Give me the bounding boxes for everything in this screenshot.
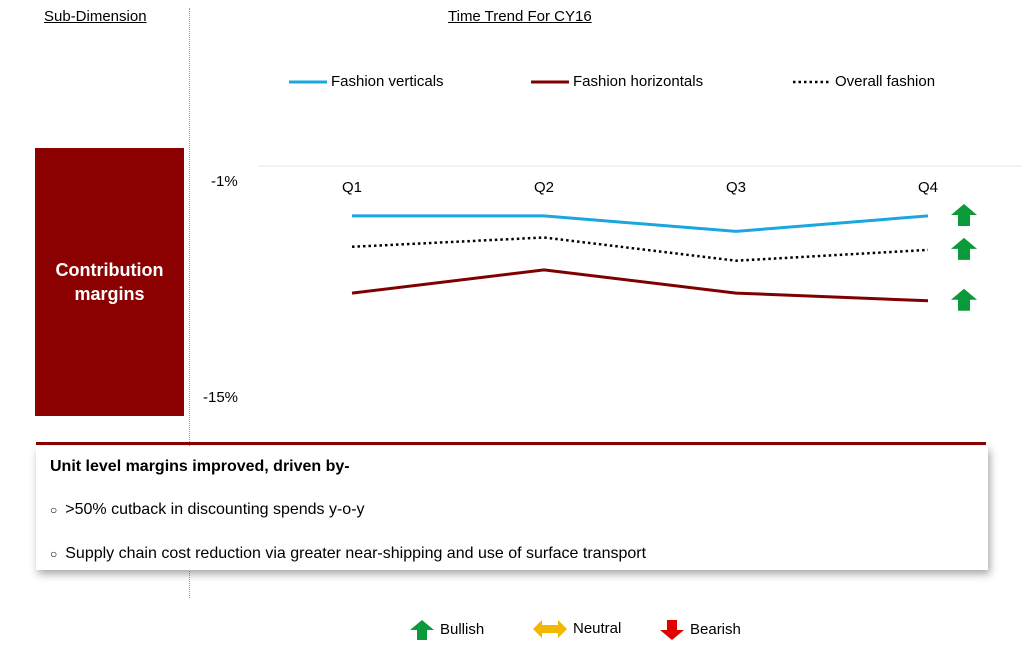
- time-trend-header: Time Trend For CY16: [448, 8, 592, 25]
- legend-fashion-horizontals: Fashion horizontals: [531, 73, 703, 91]
- left-right-arrow-icon: [533, 620, 567, 639]
- bullet-circle-icon: ○: [50, 503, 58, 517]
- legend-fashion-verticals: Fashion verticals: [289, 73, 444, 91]
- trend-up-arrow-icon: [951, 203, 977, 226]
- line-chart: Q1 Q2 Q3 Q4: [258, 165, 1022, 311]
- bullet-text: Supply chain cost reduction via greater …: [65, 545, 647, 562]
- legend-swatch-fashion-verticals: [289, 80, 327, 84]
- trend-up-arrow-icon: [951, 288, 977, 311]
- legend-swatch-overall-fashion: [793, 80, 831, 84]
- down-arrow-icon: [660, 620, 684, 640]
- x-tick-label: Q1: [342, 179, 362, 196]
- x-tick-label: Q4: [918, 179, 938, 196]
- legend-label: Fashion horizontals: [573, 73, 704, 90]
- legend-label: Overall fashion: [835, 73, 936, 90]
- dimension-label: Contribution margins: [55, 258, 165, 306]
- series-line-fashion-verticals: [352, 214, 929, 233]
- legend-overall-fashion: Overall fashion: [793, 73, 935, 91]
- series-line-fashion-horizontals: [351, 268, 929, 303]
- notes-title: Unit level margins improved, driven by-: [50, 458, 350, 475]
- key-bullish: Bullish: [410, 620, 485, 640]
- legend-label: Fashion verticals: [331, 73, 444, 90]
- y-tick-bottom: -15%: [203, 389, 239, 406]
- dimension-label-line1: Contribution: [55, 260, 164, 280]
- bullet-text: >50% cutback in discounting spends y-o-y: [65, 501, 365, 518]
- series-line-overall-fashion: [351, 236, 929, 262]
- notes-bullet: ○ Supply chain cost reduction via greater…: [50, 545, 646, 563]
- y-tick-top: -1%: [211, 173, 238, 190]
- x-tick-label: Q3: [726, 179, 746, 196]
- x-tick-label: Q2: [534, 179, 554, 196]
- key-label: Bearish: [690, 620, 741, 638]
- key-label: Neutral: [573, 620, 622, 637]
- sub-dimension-header: Sub-Dimension: [44, 8, 147, 25]
- key-neutral: Neutral: [533, 620, 622, 639]
- divider-rule: [36, 442, 986, 445]
- notes-bullet: ○ >50% cutback in discounting spends y-o-…: [50, 501, 365, 519]
- column-divider: [189, 8, 190, 598]
- dimension-box: Contribution margins: [35, 148, 184, 416]
- key-bearish: Bearish: [660, 620, 741, 640]
- key-label: Bullish: [440, 620, 485, 638]
- up-arrow-icon: [410, 620, 434, 640]
- trend-up-arrow-icon: [951, 237, 977, 260]
- notes-box: Unit level margins improved, driven by- …: [36, 446, 988, 570]
- dimension-label-line2: margins: [74, 284, 145, 304]
- bullet-circle-icon: ○: [50, 547, 58, 561]
- legend-swatch-fashion-horizontals: [531, 80, 569, 84]
